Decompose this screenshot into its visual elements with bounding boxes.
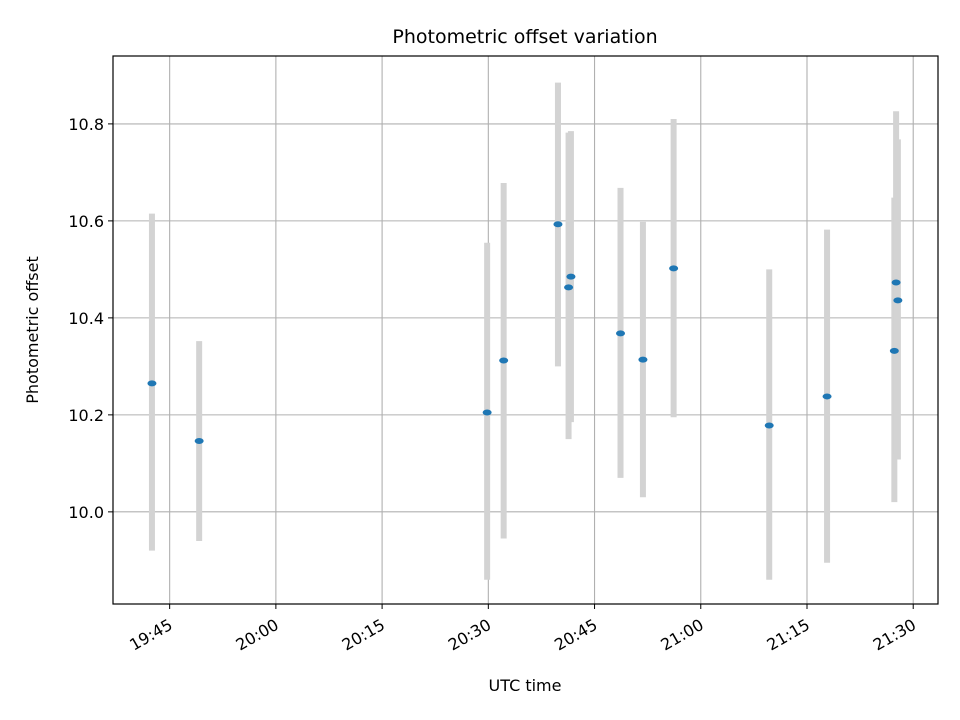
data-point [566, 273, 576, 280]
data-point [893, 297, 903, 304]
data-point [669, 265, 679, 272]
data-point [499, 357, 509, 364]
data-point [553, 221, 563, 228]
chart-title: Photometric offset variation [392, 26, 657, 48]
y-tick-label: 10.4 [68, 309, 104, 328]
data-point [194, 438, 204, 445]
data-point [482, 409, 492, 416]
y-tick-label: 10.6 [68, 212, 104, 231]
y-tick-label: 10.2 [68, 406, 104, 425]
data-point [638, 356, 648, 363]
data-point [889, 347, 899, 354]
data-point [616, 330, 626, 337]
data-point [564, 284, 574, 291]
data-point [147, 380, 157, 387]
plot-frame [112, 55, 939, 605]
data-point [822, 393, 832, 400]
y-axis-ticks: 10.0 10.2 10.4 10.6 10.8 [68, 115, 113, 522]
x-axis-title: UTC time [489, 676, 562, 695]
data-point [764, 422, 774, 429]
y-tick-label: 10.0 [68, 503, 104, 522]
data-points [147, 221, 903, 445]
y-axis-title: Photometric offset [23, 256, 42, 404]
grid-lines [113, 56, 938, 604]
y-tick-label: 10.8 [68, 115, 104, 134]
data-point [891, 279, 901, 286]
